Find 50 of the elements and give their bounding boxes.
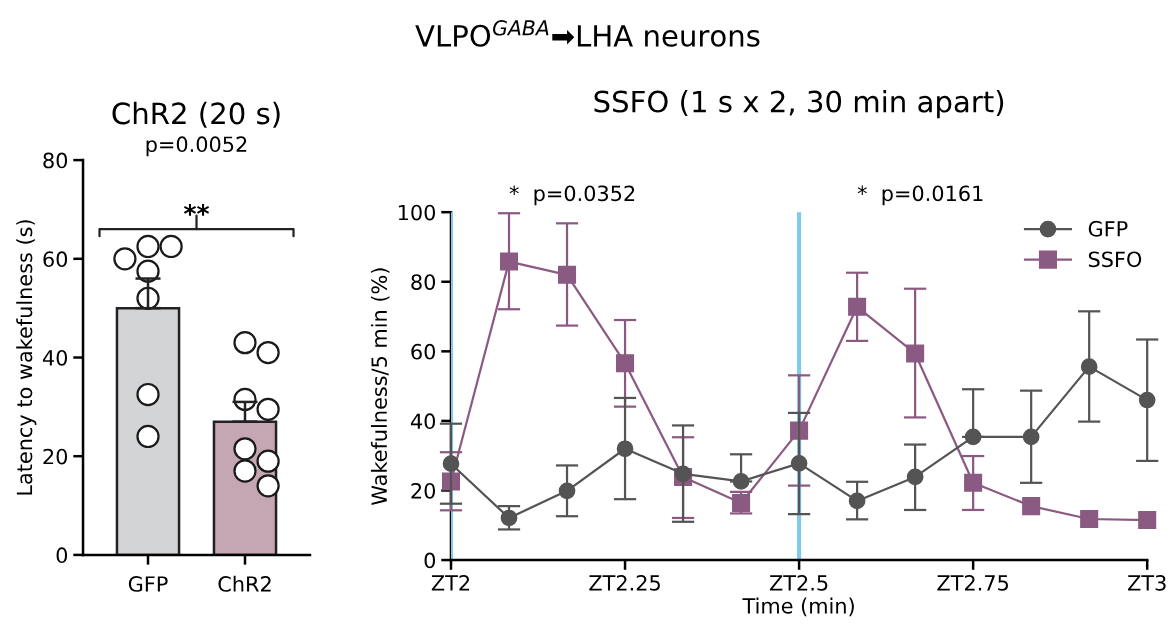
point [616,440,634,458]
point [1022,497,1041,516]
y-axis-title: Latency to wakefulness (s) [16,220,37,495]
x-tick-label: ZT2.5 [769,575,828,591]
legend-label: GFP [1088,220,1128,237]
y-tick-label: 40 [42,349,68,366]
y-tick-label: 40 [410,413,436,430]
point [442,455,460,473]
y-tick-label: 0 [56,547,68,564]
point [848,492,866,510]
point [1138,391,1156,409]
point [558,482,576,500]
legend-label: SSFO [1088,251,1142,268]
y-tick-label: 100 [398,204,436,221]
point [499,252,519,271]
y-tick-label: 80 [43,152,68,169]
x-tick-label: ZT3 [1128,575,1166,591]
x-tick-label: GFP [128,576,168,592]
point [964,428,982,446]
x-tick-label: ZT2 [431,575,470,591]
y-tick-label: 60 [43,251,68,268]
text: * p=0.0352 [509,185,635,206]
point [1080,509,1099,529]
point [906,344,925,363]
y-axis-title: Wakefulness/5 min (%) [370,268,390,505]
point [848,297,867,316]
point [557,265,577,284]
text: VLPO$^{GABA}$➡LHA neurons [415,20,760,47]
text: p=0.0052 [146,136,247,157]
point [1080,358,1098,375]
x-tick-label: ZT2.75 [937,575,1009,591]
y-tick-label: 80 [411,274,436,290]
point [1022,428,1040,446]
point [964,473,983,492]
text: * p=0.0161 [857,185,983,206]
y-tick-label: 0 [424,552,436,569]
annotation: ** [183,204,210,216]
point [790,455,808,472]
point [616,354,635,373]
point [906,468,924,486]
x-tick-label: ZT2.25 [589,575,660,591]
chart-title: ChR2 (20 s) [112,101,280,128]
y-tick-label: 20 [411,482,436,499]
y-tick-label: 20 [43,448,68,465]
x-axis-title: Time (min) [742,597,854,617]
x-tick-label: ChR2 [218,575,271,592]
chart-title: SSFO (1 s x 2, 30 min apart) [594,90,1004,119]
point [732,473,750,490]
y-tick-label: 60 [411,343,436,360]
point [1138,511,1157,530]
